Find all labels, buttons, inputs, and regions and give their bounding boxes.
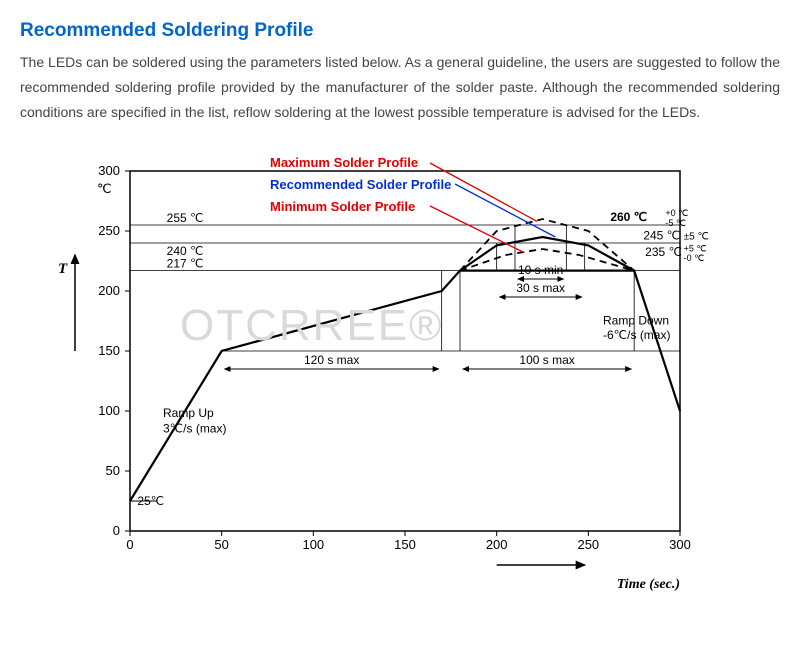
legend-min: Minimum Solder Profile bbox=[270, 199, 415, 214]
svg-text:0: 0 bbox=[126, 537, 133, 552]
svg-text:250: 250 bbox=[577, 537, 599, 552]
legend-rec: Recommended Solder Profile bbox=[270, 177, 451, 192]
svg-text:30 s max: 30 s max bbox=[516, 281, 565, 295]
svg-text:245 ℃: 245 ℃ bbox=[643, 228, 680, 242]
svg-text:Ramp Down: Ramp Down bbox=[603, 313, 669, 327]
svg-text:Ramp Up: Ramp Up bbox=[163, 406, 214, 420]
svg-text:200: 200 bbox=[486, 537, 508, 552]
svg-text:300: 300 bbox=[98, 163, 120, 178]
svg-text:50: 50 bbox=[214, 537, 228, 552]
svg-text:±5 ℃: ±5 ℃ bbox=[684, 231, 709, 242]
svg-text:260 ℃: 260 ℃ bbox=[610, 210, 647, 224]
intro-paragraph: The LEDs can be soldered using the param… bbox=[20, 50, 780, 126]
x-axis-label: Time (sec.) bbox=[617, 577, 680, 593]
svg-text:+5 ℃: +5 ℃ bbox=[684, 243, 707, 253]
svg-text:217 ℃: 217 ℃ bbox=[167, 256, 204, 270]
svg-text:255 ℃: 255 ℃ bbox=[167, 211, 204, 225]
legend-max: Maximum Solder Profile bbox=[270, 155, 418, 170]
svg-text:100: 100 bbox=[98, 403, 120, 418]
page-title: Recommended Soldering Profile bbox=[20, 20, 780, 42]
svg-text:-5 ℃: -5 ℃ bbox=[665, 217, 686, 227]
svg-text:120 s max: 120 s max bbox=[304, 353, 359, 367]
svg-text:150: 150 bbox=[394, 537, 416, 552]
svg-text:+0 ℃: +0 ℃ bbox=[665, 208, 688, 218]
svg-text:100 s max: 100 s max bbox=[519, 353, 574, 367]
svg-text:200: 200 bbox=[98, 283, 120, 298]
soldering-profile-chart: OTCRREE® 050100150200250300℃050100150200… bbox=[60, 151, 740, 591]
svg-text:150: 150 bbox=[98, 343, 120, 358]
y-axis-label: T bbox=[58, 261, 67, 278]
svg-text:250: 250 bbox=[98, 223, 120, 238]
svg-text:3℃/s (max): 3℃/s (max) bbox=[163, 421, 226, 435]
chart-svg: 0 50 100 150 200 250 300 ℃ 0 50 100 150 200 250 300 255… bbox=[60, 151, 740, 571]
svg-text:235 ℃: 235 ℃ bbox=[645, 245, 682, 259]
svg-text:0: 0 bbox=[113, 523, 120, 538]
svg-text:300: 300 bbox=[669, 537, 691, 552]
svg-text:100: 100 bbox=[302, 537, 324, 552]
svg-text:-0 ℃: -0 ℃ bbox=[684, 253, 705, 263]
svg-text:10 s min: 10 s min bbox=[518, 263, 563, 277]
svg-text:-6℃/s (max): -6℃/s (max) bbox=[603, 328, 670, 342]
svg-text:℃: ℃ bbox=[97, 181, 112, 196]
svg-text:50: 50 bbox=[106, 463, 120, 478]
